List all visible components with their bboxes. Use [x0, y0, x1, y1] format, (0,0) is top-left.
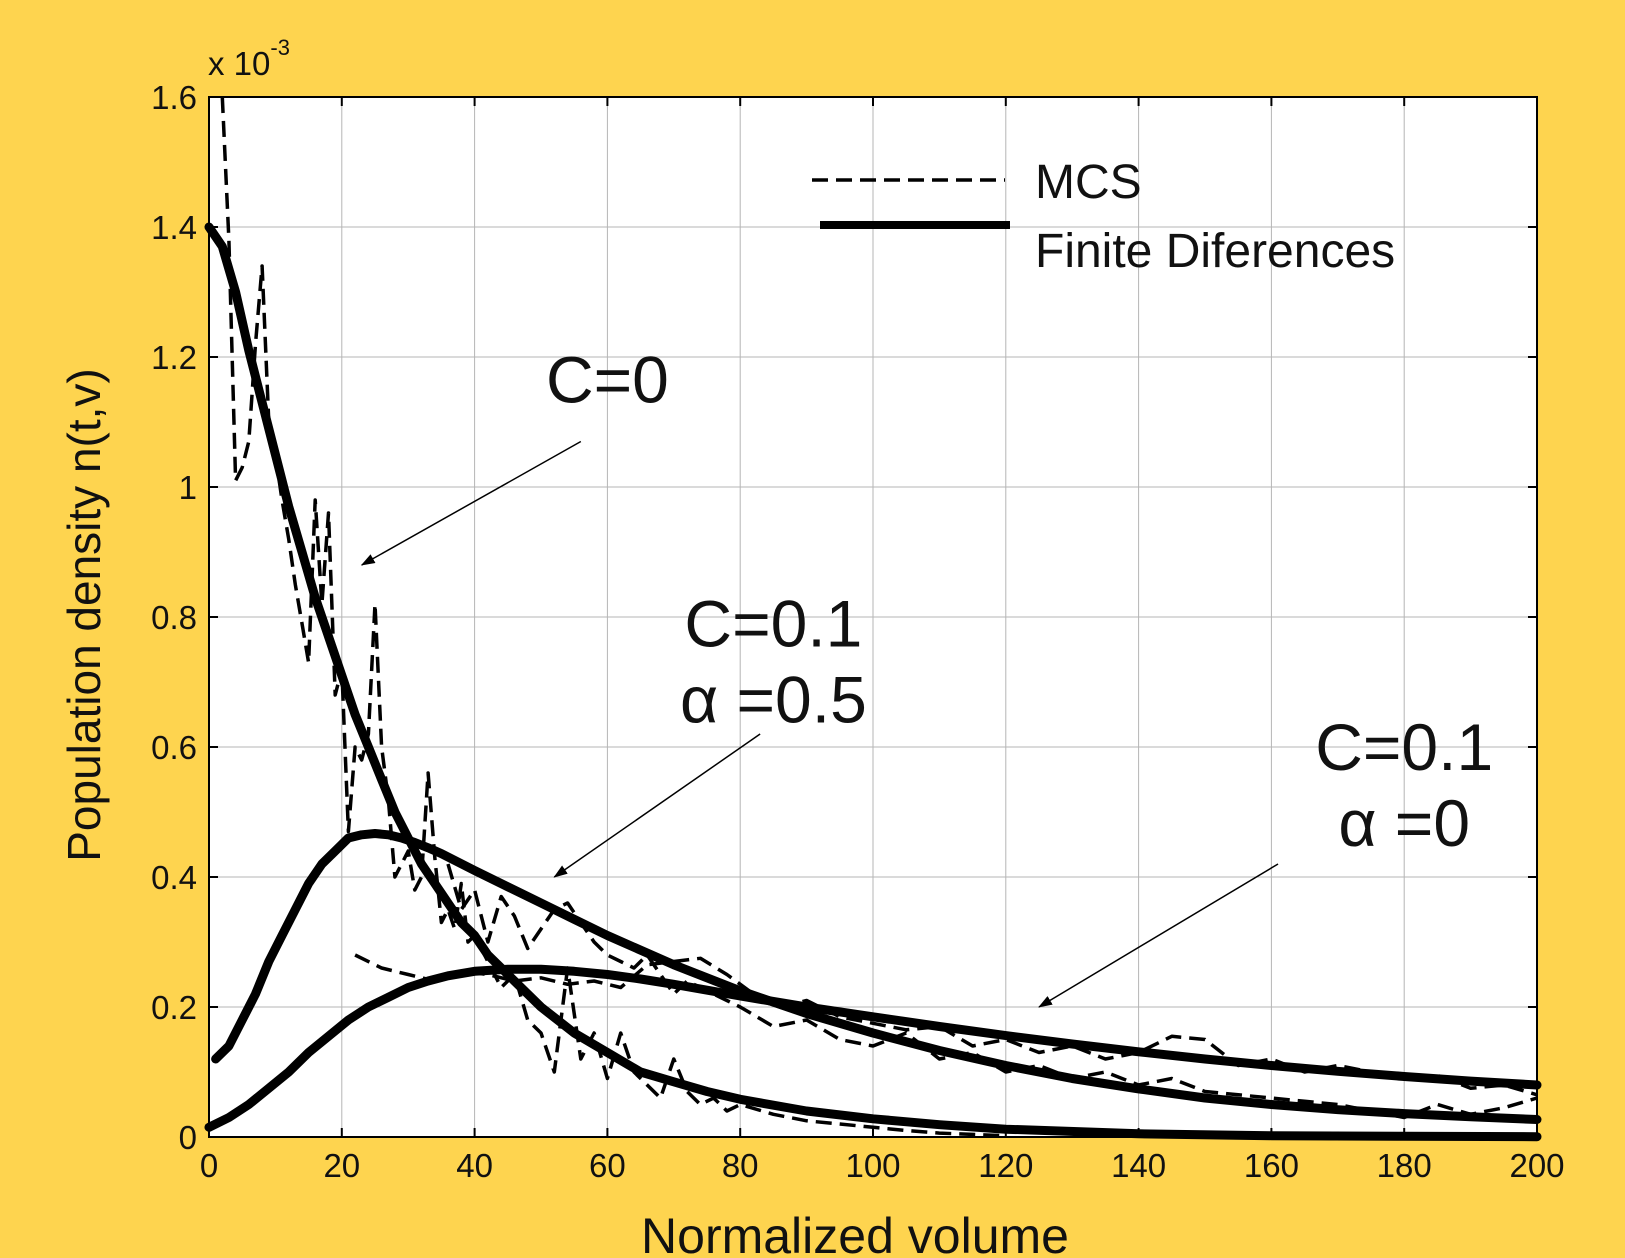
y-multiplier: x 10-3	[208, 35, 290, 82]
x-tick-label: 40	[456, 1147, 493, 1184]
mcs-series-line-4	[220, 96, 1006, 1138]
y-tick-label: 0.8	[151, 599, 197, 636]
legend-label: MCS	[1035, 156, 1142, 209]
annotation-label: α =0	[1338, 786, 1470, 860]
y-tick-label: 1.2	[151, 339, 197, 376]
y-axis-title: Population density n(t,v)	[58, 368, 110, 862]
y-tick-label: 1.4	[151, 209, 197, 246]
x-axis-title: Normalized volume	[641, 1208, 1069, 1258]
x-tick-label: 20	[323, 1147, 360, 1184]
x-tick-label: 180	[1377, 1147, 1432, 1184]
y-tick-label: 0	[179, 1119, 197, 1156]
annotations: C=0C=0.1α =0.5C=0.1α =0	[360, 343, 1493, 1008]
y-multiplier-exponent: -3	[270, 35, 290, 60]
x-tick-label: 0	[200, 1147, 218, 1184]
x-tick-label: 140	[1111, 1147, 1166, 1184]
annotation-arrow	[360, 440, 582, 566]
annotation-label: α =0.5	[680, 662, 867, 736]
x-tick-label: 200	[1509, 1147, 1564, 1184]
x-tick-label: 60	[589, 1147, 626, 1184]
legend-label: Finite Diferences	[1035, 225, 1395, 278]
finite-differences-series-line-2	[211, 829, 1542, 1124]
finite-differences-series-line-3	[204, 964, 1542, 1132]
annotation-arrow	[553, 733, 761, 878]
y-tick-label: 0.6	[151, 729, 197, 766]
y-multiplier-base: x 10	[208, 45, 270, 82]
mcs-series-line-5	[446, 863, 1538, 1120]
annotation-label: C=0.1	[1315, 710, 1493, 784]
annotation-arrow	[1038, 863, 1279, 1008]
x-tick-label: 80	[722, 1147, 759, 1184]
annotation-label: C=0	[546, 343, 669, 417]
y-tick-label: 0.2	[151, 989, 197, 1026]
y-tick-label: 0.4	[151, 859, 197, 896]
axis-ticks: 0 20 40 60 80 100 120 140 160 180 200 0 0.2 0.4 0.6 0.8…	[151, 79, 1564, 1184]
x-tick-label: 100	[845, 1147, 900, 1184]
mcs-series-line-6	[354, 953, 1538, 1097]
x-tick-label: 120	[978, 1147, 1033, 1184]
annotation-label: C=0.1	[684, 586, 862, 660]
y-tick-label: 1.6	[151, 79, 197, 116]
series-group	[204, 96, 1542, 1142]
y-tick-label: 1	[179, 469, 197, 506]
x-tick-label: 160	[1244, 1147, 1299, 1184]
legend: MCS Finite Diferences	[812, 156, 1395, 278]
